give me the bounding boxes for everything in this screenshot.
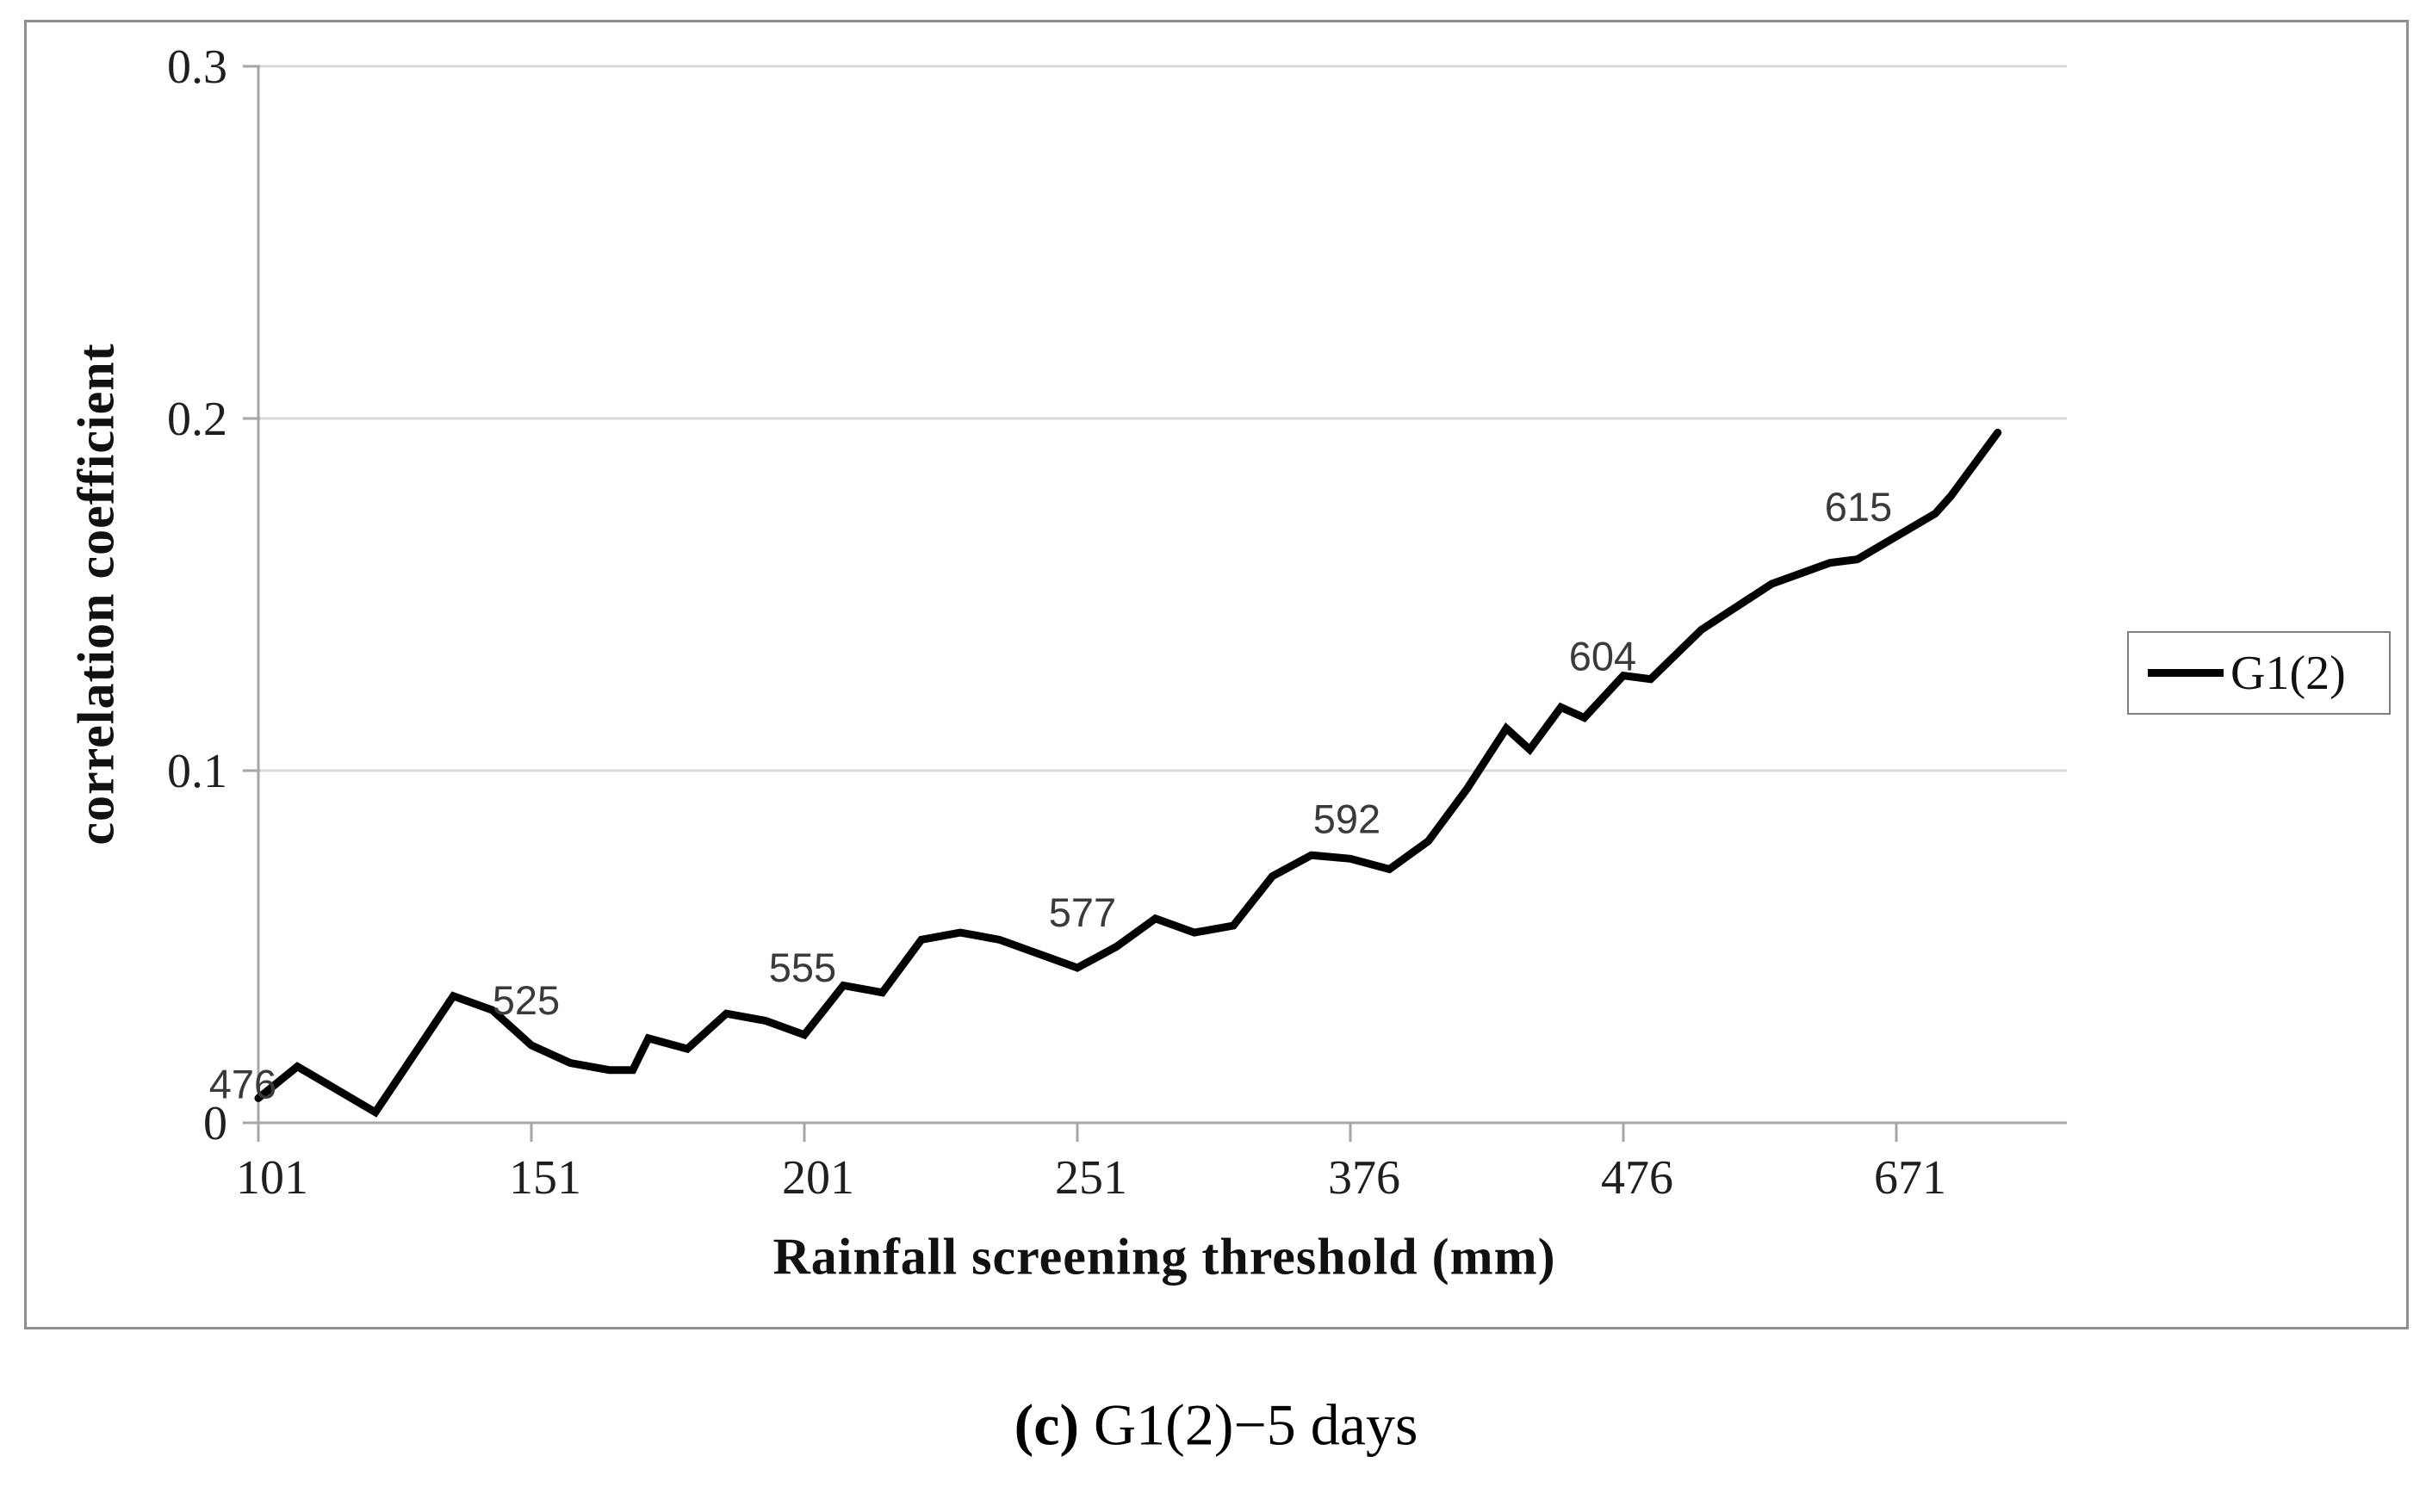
point-label: 615 (1825, 484, 1892, 530)
point-label: 476 (209, 1061, 276, 1106)
point-label: 525 (493, 977, 560, 1023)
x-tick-label: 476 (1601, 1151, 1673, 1205)
x-tick-label: 671 (1874, 1151, 1946, 1205)
legend: G1(2) (2127, 631, 2391, 715)
point-label: 555 (769, 945, 836, 990)
point-label: 577 (1049, 889, 1116, 935)
y-tick-label: 0 (203, 1097, 227, 1150)
x-tick-label: 101 (236, 1151, 308, 1205)
y-axis-title: correlation coefficient (67, 343, 125, 846)
x-axis-title: Rainfall screening threshold (mm) (772, 1228, 1556, 1286)
caption-text: G1(2)−5 days (1079, 1391, 1418, 1458)
x-tick-label: 376 (1328, 1151, 1400, 1205)
series-line-g1-2- (254, 428, 2002, 1118)
legend-line-swatch (2148, 669, 2224, 677)
y-tick-label: 0.3 (167, 40, 227, 94)
figure-frame (24, 20, 2409, 1329)
x-tick-label: 201 (782, 1151, 854, 1205)
y-tick-label: 0.2 (167, 393, 227, 446)
caption-panel-letter: (c) (1014, 1391, 1080, 1458)
point-label: 604 (1569, 634, 1636, 679)
x-tick-label: 251 (1055, 1151, 1127, 1205)
point-label: 592 (1313, 796, 1380, 841)
x-tick-label: 151 (509, 1151, 581, 1205)
y-tick-label: 0.1 (167, 745, 227, 798)
legend-label: G1(2) (2230, 646, 2346, 700)
figure-caption: (c) G1(2)−5 days (1014, 1391, 1418, 1459)
